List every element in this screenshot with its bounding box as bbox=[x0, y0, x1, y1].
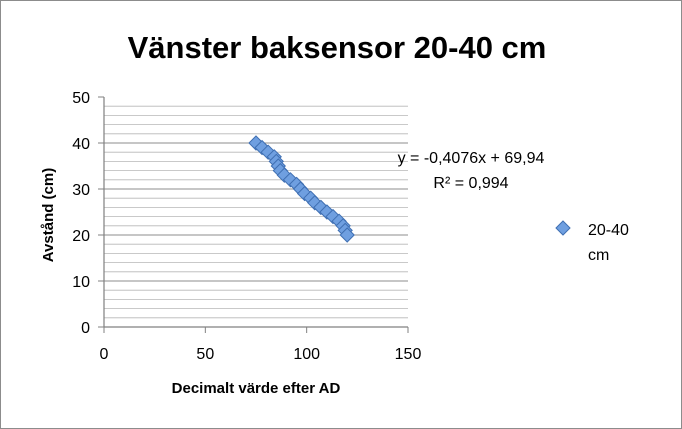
y-axis-title: Avstånd (cm) bbox=[40, 168, 57, 262]
axes bbox=[98, 96, 409, 333]
y-tick-label: 50 bbox=[72, 90, 90, 107]
legend: 20-40 cm bbox=[555, 220, 633, 264]
tick-labels: 0 50 100 150 0 10 20 30 40 50 bbox=[72, 90, 421, 363]
data-point bbox=[339, 227, 355, 243]
y-tick-label: 20 bbox=[72, 228, 90, 245]
legend-label: 20-40 cm bbox=[588, 222, 633, 264]
x-tick-label: 50 bbox=[196, 346, 214, 363]
x-tick-label: 150 bbox=[395, 346, 422, 363]
x-axis-title: Decimalt värde efter AD bbox=[172, 380, 341, 397]
trendline-r2: R² = 0,994 bbox=[433, 175, 508, 192]
x-tick-label: 0 bbox=[100, 346, 109, 363]
trendline-equation: y = -0,4076x + 69,94 bbox=[398, 150, 545, 167]
y-tick-label: 0 bbox=[81, 320, 90, 337]
legend-marker bbox=[555, 220, 571, 236]
plot-background bbox=[104, 97, 408, 327]
chart-title: Vänster baksensor 20-40 cm bbox=[128, 30, 547, 65]
x-tick-label: 100 bbox=[293, 346, 320, 363]
y-tick-label: 40 bbox=[72, 136, 90, 153]
plot-area bbox=[104, 97, 408, 327]
y-tick-label: 10 bbox=[72, 274, 90, 291]
series-points bbox=[248, 135, 355, 243]
y-tick-label: 30 bbox=[72, 182, 90, 199]
